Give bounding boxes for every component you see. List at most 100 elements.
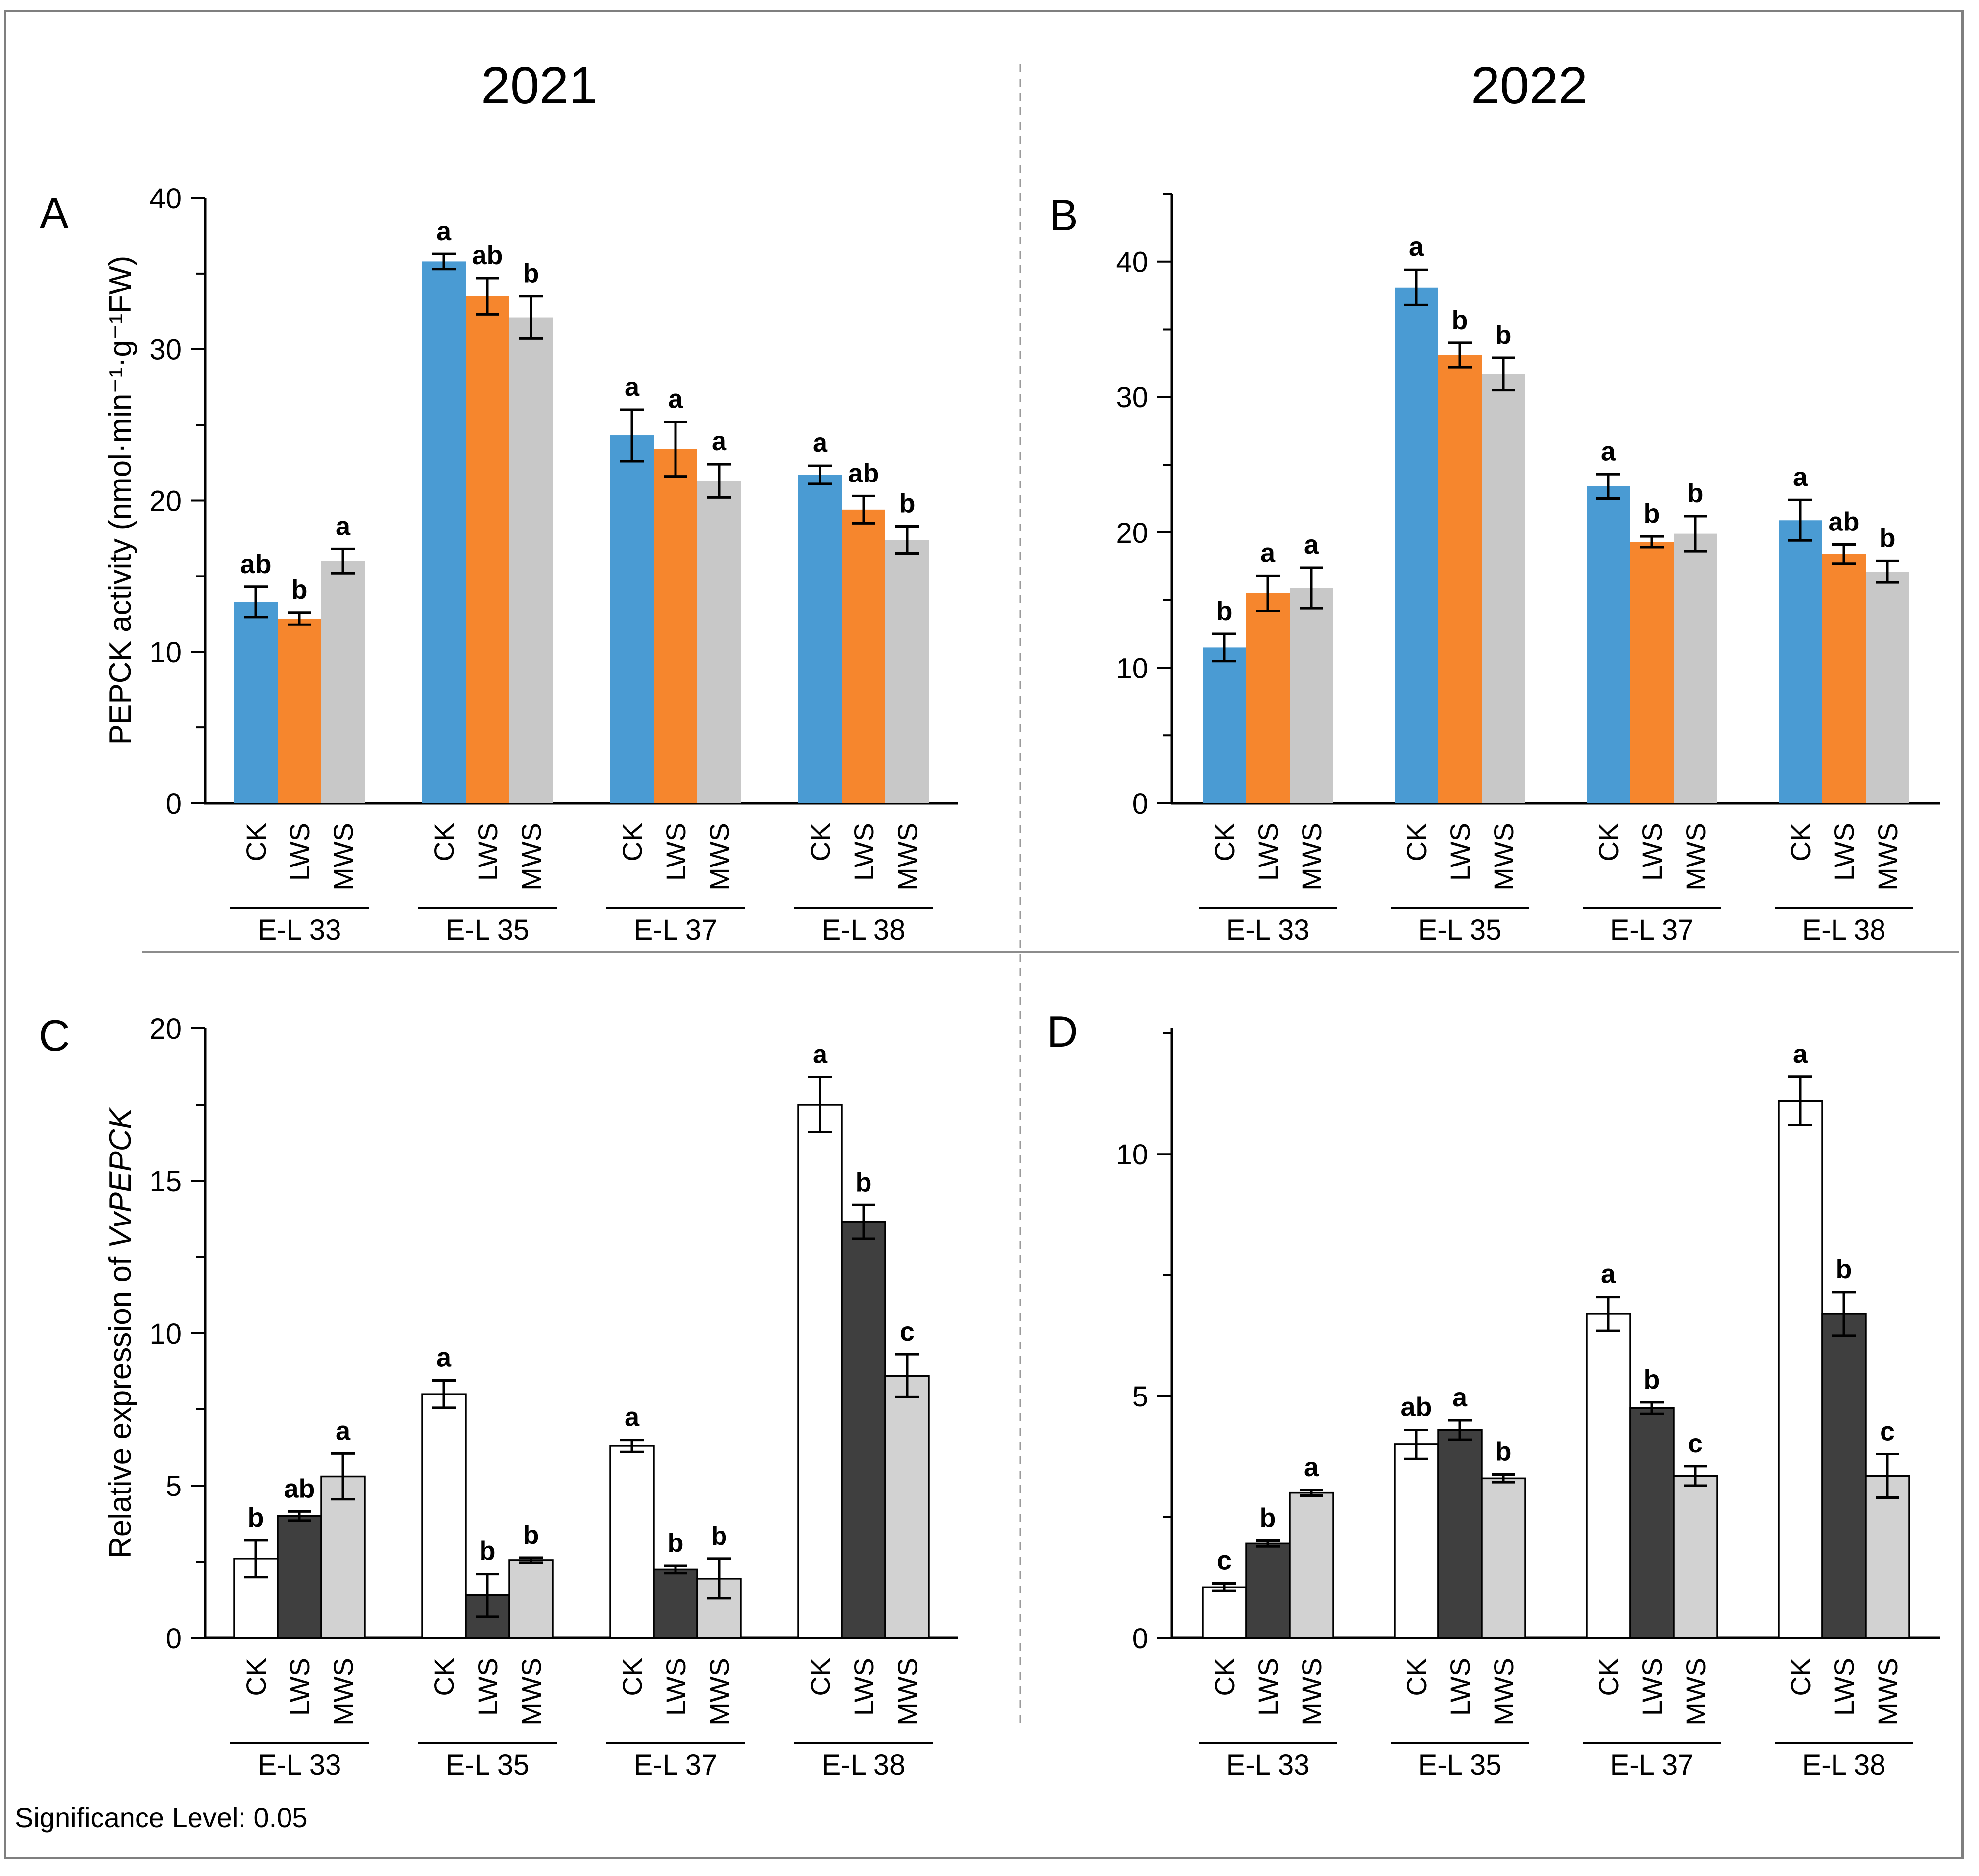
bar-e-l38-lws <box>1822 554 1866 803</box>
bar-e-l35-ck <box>1394 1443 1439 1639</box>
bar-e-l37-lws <box>654 449 697 803</box>
significance-letter: a <box>668 385 683 414</box>
treatment-tick-label: MWS <box>1296 1658 1327 1726</box>
treatment-tick-label: MWS <box>1488 1658 1519 1726</box>
bar-e-l33-mws <box>1290 588 1333 803</box>
y-tick-label: 0 <box>1132 1623 1148 1655</box>
significance-letter: ab <box>1828 507 1859 537</box>
treatment-tick-label: CK <box>805 823 836 862</box>
stage-group-label: E-L 38 <box>822 1749 906 1781</box>
treatment-tick-label: LWS <box>1253 1658 1284 1716</box>
treatment-tick-label: MWS <box>1296 823 1327 891</box>
significance-letter: a <box>625 372 640 402</box>
significance-letter: c <box>1688 1429 1703 1458</box>
treatment-tick-label: CK <box>429 1658 460 1696</box>
y-tick-label: 10 <box>149 636 182 669</box>
treatment-tick-label: LWS <box>1829 1658 1860 1716</box>
treatment-tick-label: CK <box>429 823 460 862</box>
stage-group-label: E-L 33 <box>258 1749 341 1781</box>
significance-letter: a <box>1793 1039 1808 1069</box>
treatment-tick-label: MWS <box>1680 1658 1711 1726</box>
bar-e-l38-lws <box>841 1221 886 1639</box>
y-tick-label: 30 <box>149 334 182 366</box>
significance-letter: c <box>1217 1546 1232 1576</box>
significance-letter: b <box>1644 499 1660 529</box>
panel-label-c: C <box>39 1011 70 1060</box>
bar-e-l37-mws <box>697 481 741 803</box>
significance-letter: b <box>1452 305 1468 335</box>
bar-e-l33-ck <box>1203 647 1246 803</box>
bar-e-l35-lws <box>1437 1429 1483 1639</box>
bar-e-l33-lws <box>1245 1542 1291 1639</box>
significance-note: Significance Level: 0.05 <box>15 1802 308 1833</box>
significance-letter: b <box>1880 523 1896 553</box>
bar-e-l35-ck <box>421 1393 467 1639</box>
bar-e-l35-mws <box>1481 1477 1526 1639</box>
bar-e-l37-mws <box>1674 533 1717 803</box>
treatment-tick-label: LWS <box>1637 823 1668 881</box>
treatment-tick-label: CK <box>241 1658 272 1696</box>
treatment-tick-label: CK <box>1593 1658 1624 1696</box>
bar-e-l37-ck <box>609 1445 655 1639</box>
significance-letter: b <box>1496 320 1512 350</box>
treatment-tick-label: CK <box>1785 1658 1816 1696</box>
significance-letter: b <box>1496 1437 1512 1467</box>
bar-e-l38-ck <box>1779 520 1822 803</box>
significance-letter: b <box>291 575 308 605</box>
panel-label-a: A <box>40 189 69 238</box>
significance-letter: a <box>336 1416 351 1445</box>
treatment-tick-label: LWS <box>1829 823 1860 881</box>
significance-letter: ab <box>848 458 879 488</box>
bar-e-l38-mws <box>884 1375 930 1639</box>
treatment-tick-label: CK <box>617 823 648 862</box>
bar-e-l35-ck <box>1395 287 1438 803</box>
significance-letter: a <box>1601 1259 1616 1289</box>
bar-e-l35-mws <box>1482 374 1525 803</box>
treatment-tick-label: LWS <box>1637 1658 1668 1716</box>
treatment-tick-label: LWS <box>472 1658 503 1716</box>
y-tick-label: 30 <box>1116 382 1148 414</box>
stage-group-label: E-L 33 <box>258 914 341 946</box>
significance-letter: b <box>711 1521 727 1551</box>
bar-e-l35-lws <box>1438 355 1482 803</box>
stage-group-label: E-L 38 <box>822 914 906 946</box>
stage-group-label: E-L 35 <box>1418 914 1502 946</box>
significance-letter: b <box>523 259 539 289</box>
treatment-tick-label: CK <box>1593 823 1624 862</box>
y-tick-label: 10 <box>149 1318 182 1350</box>
y-tick-label: 0 <box>166 788 182 820</box>
stage-group-label: E-L 38 <box>1802 914 1886 946</box>
y-tick-label: 5 <box>1132 1381 1148 1413</box>
treatment-tick-label: CK <box>1785 823 1816 862</box>
y-tick-label: 0 <box>166 1623 182 1655</box>
stage-group-label: E-L 35 <box>446 1749 530 1781</box>
significance-letter: b <box>523 1520 539 1550</box>
bar-e-l38-ck <box>1778 1100 1823 1639</box>
treatment-tick-label: MWS <box>328 1658 359 1726</box>
bar-e-l38-lws <box>842 509 885 803</box>
bar-e-l33-lws <box>1246 593 1290 803</box>
bar-e-l38-ck <box>797 1104 843 1639</box>
significance-letter: a <box>436 216 452 246</box>
bar-e-l33-lws <box>278 618 321 803</box>
stage-group-label: E-L 37 <box>1610 1749 1694 1781</box>
bar-e-l37-lws <box>653 1568 698 1639</box>
bar-e-l37-lws <box>1629 1407 1675 1639</box>
significance-letter: b <box>856 1167 872 1197</box>
stage-group-label: E-L 33 <box>1226 914 1310 946</box>
treatment-tick-label: CK <box>617 1658 648 1696</box>
significance-letter: b <box>1260 1503 1276 1533</box>
bar-e-l38-lws <box>1821 1313 1867 1639</box>
y-tick-label: 0 <box>1132 788 1148 820</box>
treatment-tick-label: CK <box>805 1658 836 1696</box>
treatment-tick-label: MWS <box>1680 823 1711 891</box>
treatment-tick-label: CK <box>1209 1658 1240 1696</box>
stage-group-label: E-L 37 <box>634 914 718 946</box>
significance-letter: ab <box>240 549 271 579</box>
treatment-tick-label: LWS <box>1445 823 1476 881</box>
y-tick-label: 10 <box>1116 1139 1148 1171</box>
y-tick-label: 40 <box>1116 246 1148 279</box>
